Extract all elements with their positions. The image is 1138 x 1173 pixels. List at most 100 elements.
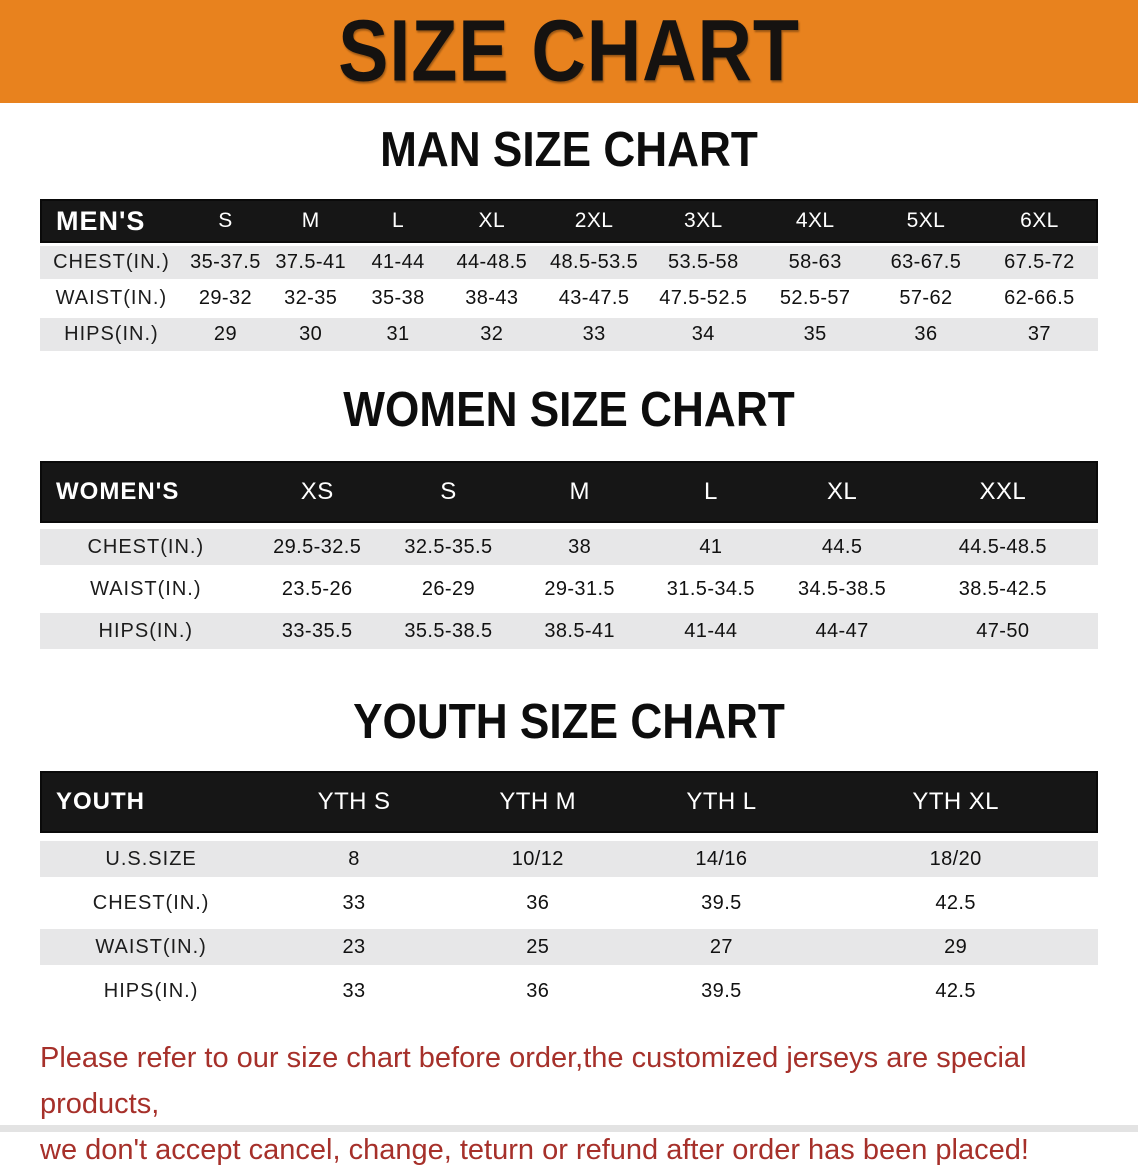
table-row: WAIST(IN.) 23 25 27 29 <box>40 929 1098 965</box>
value-cell: 29-31.5 <box>544 577 615 600</box>
column-header-cell: M <box>569 478 590 505</box>
table-row: WAIST(IN.) 23.5-26 26-29 29-31.5 31.5-34.5 34… <box>40 571 1098 607</box>
value-cell: 29.5-32.5 <box>273 535 362 558</box>
table-row: U.S.SIZE 8 10/12 14/16 18/20 <box>40 841 1098 877</box>
value-cell: 39.5 <box>701 891 742 914</box>
value-cell: 35 <box>803 323 827 345</box>
column-header-cell: L <box>392 209 405 232</box>
row-label-cell: HIPS(IN.) <box>64 323 159 345</box>
column-header-cell: M <box>301 209 320 232</box>
value-cell: 30 <box>299 323 323 345</box>
value-cell: 35.5-38.5 <box>404 619 493 642</box>
column-header-cell: S <box>440 478 457 505</box>
table-header-row: YOUTH YTH S YTH M YTH L YTH XL <box>40 771 1098 833</box>
column-header-cell: 3XL <box>684 209 723 232</box>
column-header-cell: 2XL <box>574 209 614 232</box>
bottom-edge-strip <box>0 1125 1138 1132</box>
value-cell: 53.5-58 <box>667 251 739 273</box>
value-cell: 29-32 <box>198 287 253 309</box>
youth-size-chart-heading: YOUTH SIZE CHART <box>353 693 785 749</box>
value-cell: 14/16 <box>695 847 748 870</box>
value-cell: 29 <box>213 323 237 345</box>
column-header-cell: XL <box>827 478 858 505</box>
value-cell: 26-29 <box>421 577 475 600</box>
value-cell: 47.5-52.5 <box>659 287 748 309</box>
table-title-cell: MEN'S <box>56 205 146 236</box>
value-cell: 43-47.5 <box>558 287 630 309</box>
disclaimer-line-2: we don't accept cancel, change, teturn o… <box>40 1134 1029 1166</box>
row-label-cell: WAIST(IN.) <box>95 935 207 958</box>
row-label-cell: HIPS(IN.) <box>98 619 194 642</box>
value-cell: 31.5-34.5 <box>666 577 755 600</box>
value-cell: 34.5-38.5 <box>798 577 887 600</box>
value-cell: 44.5 <box>821 535 863 558</box>
column-header-cell: 4XL <box>795 209 835 232</box>
column-header-cell: YTH L <box>686 788 757 815</box>
table-header-row: MEN'S S M L XL 2XL 3XL 4XL 5XL 6XL <box>40 199 1098 243</box>
value-cell: 41 <box>699 535 723 558</box>
value-cell: 47-50 <box>976 619 1030 642</box>
value-cell: 29 <box>944 935 968 958</box>
value-cell: 42.5 <box>935 979 976 1002</box>
value-cell: 36 <box>914 323 938 345</box>
value-cell: 36 <box>526 891 550 914</box>
disclaimer-text: Please refer to our size chart before or… <box>40 1035 1098 1173</box>
value-cell: 44-47 <box>815 619 869 642</box>
value-cell: 32.5-35.5 <box>404 535 493 558</box>
value-cell: 44.5-48.5 <box>958 535 1047 558</box>
table-header-row: WOMEN'S XS S M L XL XXL <box>40 461 1098 523</box>
value-cell: 32 <box>480 323 504 345</box>
value-cell: 48.5-53.5 <box>550 251 639 273</box>
banner-title: SIZE CHART <box>338 2 800 100</box>
column-header-cell: YTH XL <box>912 788 999 815</box>
size-chart-banner: SIZE CHART <box>0 0 1138 103</box>
value-cell: 33 <box>342 979 366 1002</box>
value-cell: 37 <box>1027 323 1051 345</box>
column-header-cell: YTH S <box>317 788 391 815</box>
man-size-chart-heading: MAN SIZE CHART <box>380 121 758 177</box>
value-cell: 41-44 <box>684 619 738 642</box>
value-cell: 38 <box>568 535 592 558</box>
table-row: CHEST(IN.) 29.5-32.5 32.5-35.5 38 41 44.5 44.5… <box>40 529 1098 565</box>
value-cell: 18/20 <box>929 847 982 870</box>
column-header-cell: L <box>703 478 718 505</box>
row-label-cell: WAIST(IN.) <box>90 577 202 600</box>
value-cell: 39.5 <box>701 979 742 1002</box>
row-label-cell: HIPS(IN.) <box>103 979 199 1002</box>
value-cell: 38.5-42.5 <box>958 577 1047 600</box>
row-label-cell: CHEST(IN.) <box>87 535 205 558</box>
table-title-cell: YOUTH <box>56 788 145 815</box>
row-label-cell: CHEST(IN.) <box>53 251 170 273</box>
value-cell: 38-43 <box>465 287 519 309</box>
column-header-cell: XS <box>300 478 334 505</box>
disclaimer-line-1: Please refer to our size chart before or… <box>40 1042 1027 1120</box>
table-row: HIPS(IN.) 33-35.5 35.5-38.5 38.5-41 41-44 44-… <box>40 613 1098 649</box>
value-cell: 37.5-41 <box>275 251 346 273</box>
table-row: HIPS(IN.) 33 36 39.5 42.5 <box>40 973 1098 1009</box>
table-row: HIPS(IN.) 29 30 31 32 33 34 35 36 37 <box>40 318 1098 351</box>
column-header-cell: S <box>218 209 233 232</box>
table-row: WAIST(IN.) 29-32 32-35 35-38 38-43 43-47.5 47.… <box>40 282 1098 315</box>
value-cell: 57-62 <box>899 287 953 309</box>
value-cell: 35-37.5 <box>190 251 261 273</box>
value-cell: 41-44 <box>371 251 425 273</box>
value-cell: 67.5-72 <box>1004 251 1075 273</box>
value-cell: 63-67.5 <box>890 251 962 273</box>
value-cell: 25 <box>526 935 550 958</box>
column-header-cell: XL <box>478 209 506 232</box>
value-cell: 33-35.5 <box>281 619 353 642</box>
value-cell: 8 <box>348 847 360 870</box>
value-cell: 34 <box>691 323 715 345</box>
women-size-chart-heading: WOMEN SIZE CHART <box>343 381 795 437</box>
row-label-cell: U.S.SIZE <box>105 847 197 870</box>
value-cell: 36 <box>526 979 550 1002</box>
value-cell: 62-66.5 <box>1004 287 1075 309</box>
value-cell: 52.5-57 <box>779 287 851 309</box>
value-cell: 42.5 <box>935 891 976 914</box>
value-cell: 27 <box>709 935 733 958</box>
table-title-cell: WOMEN'S <box>56 478 180 505</box>
column-header-cell: 5XL <box>906 209 946 232</box>
value-cell: 35-38 <box>371 287 425 309</box>
value-cell: 10/12 <box>511 847 564 870</box>
value-cell: 58-63 <box>788 251 842 273</box>
